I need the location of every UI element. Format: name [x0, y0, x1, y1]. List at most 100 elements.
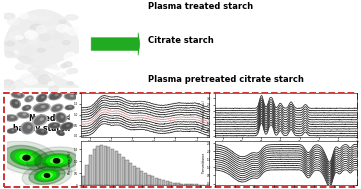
Bar — [166, 181, 169, 185]
Ellipse shape — [54, 124, 57, 125]
Ellipse shape — [24, 78, 37, 85]
Ellipse shape — [28, 66, 40, 72]
Bar — [158, 179, 161, 185]
Ellipse shape — [55, 30, 60, 33]
Bar — [129, 163, 132, 185]
Ellipse shape — [12, 100, 19, 107]
Ellipse shape — [23, 155, 30, 160]
Ellipse shape — [64, 53, 77, 62]
Ellipse shape — [27, 40, 38, 44]
Ellipse shape — [59, 20, 66, 24]
Bar — [86, 165, 89, 185]
Ellipse shape — [10, 149, 42, 166]
Ellipse shape — [46, 75, 51, 79]
Bar — [122, 157, 125, 185]
Ellipse shape — [3, 146, 49, 170]
Bar — [82, 176, 85, 185]
Bar — [136, 168, 140, 185]
Ellipse shape — [55, 113, 66, 122]
Ellipse shape — [11, 92, 24, 98]
Ellipse shape — [35, 169, 60, 182]
Ellipse shape — [33, 115, 47, 125]
Ellipse shape — [56, 73, 66, 77]
Ellipse shape — [36, 129, 47, 135]
Ellipse shape — [45, 77, 53, 81]
Ellipse shape — [60, 65, 65, 68]
Ellipse shape — [10, 99, 20, 108]
Ellipse shape — [25, 30, 38, 39]
Bar — [180, 184, 183, 185]
Ellipse shape — [49, 92, 62, 100]
Ellipse shape — [21, 122, 34, 134]
Ellipse shape — [36, 94, 47, 102]
Ellipse shape — [37, 48, 45, 52]
Ellipse shape — [12, 130, 14, 131]
Ellipse shape — [20, 154, 33, 161]
Ellipse shape — [15, 64, 25, 69]
Ellipse shape — [57, 114, 65, 122]
Bar — [151, 176, 154, 185]
Ellipse shape — [35, 116, 45, 124]
Ellipse shape — [48, 82, 54, 86]
Ellipse shape — [64, 62, 72, 67]
Ellipse shape — [15, 36, 23, 39]
Bar — [187, 184, 191, 185]
Ellipse shape — [3, 80, 13, 85]
Bar — [126, 160, 129, 185]
Y-axis label: Rel. area (%): Rel. area (%) — [68, 152, 72, 174]
Ellipse shape — [35, 151, 78, 171]
Ellipse shape — [24, 46, 35, 55]
Polygon shape — [4, 10, 79, 87]
Ellipse shape — [6, 39, 13, 44]
Ellipse shape — [67, 82, 74, 85]
Ellipse shape — [42, 173, 52, 178]
Ellipse shape — [53, 159, 60, 163]
Ellipse shape — [55, 94, 58, 96]
Ellipse shape — [7, 129, 17, 133]
Ellipse shape — [39, 75, 50, 84]
Bar — [147, 175, 151, 185]
Ellipse shape — [47, 12, 52, 17]
Bar — [184, 184, 187, 185]
Text: Plasma pretreated citrate starch: Plasma pretreated citrate starch — [148, 75, 304, 84]
Ellipse shape — [38, 95, 45, 101]
Ellipse shape — [17, 93, 20, 95]
Ellipse shape — [5, 41, 14, 46]
Ellipse shape — [44, 174, 50, 177]
Y-axis label: Rel. intensity (a.u.): Rel. intensity (a.u.) — [202, 101, 206, 129]
Ellipse shape — [50, 124, 59, 127]
Ellipse shape — [62, 124, 72, 129]
Ellipse shape — [57, 106, 60, 108]
Ellipse shape — [41, 106, 45, 108]
Ellipse shape — [39, 171, 56, 180]
X-axis label: Polydispersity index (μm/min): Polydispersity index (μm/min) — [123, 146, 168, 150]
Ellipse shape — [65, 15, 78, 20]
Bar — [195, 184, 198, 185]
Ellipse shape — [37, 130, 46, 134]
Ellipse shape — [13, 93, 23, 97]
Ellipse shape — [42, 96, 44, 98]
Bar — [100, 145, 103, 185]
Y-axis label: Transmittance: Transmittance — [202, 152, 206, 174]
Ellipse shape — [23, 114, 26, 115]
Ellipse shape — [64, 94, 77, 100]
Ellipse shape — [70, 95, 73, 97]
Ellipse shape — [28, 126, 31, 128]
Ellipse shape — [42, 154, 71, 168]
Ellipse shape — [29, 98, 31, 99]
Ellipse shape — [40, 16, 51, 21]
Ellipse shape — [25, 32, 35, 37]
Ellipse shape — [61, 123, 73, 130]
Bar — [93, 149, 96, 185]
Ellipse shape — [36, 26, 47, 33]
Ellipse shape — [65, 105, 74, 110]
Ellipse shape — [49, 86, 58, 92]
Ellipse shape — [23, 106, 30, 110]
Bar — [114, 151, 118, 185]
Ellipse shape — [62, 41, 70, 45]
Bar — [169, 182, 173, 185]
Ellipse shape — [40, 34, 50, 41]
Ellipse shape — [61, 64, 68, 68]
Text: Citrate starch: Citrate starch — [148, 36, 214, 46]
Ellipse shape — [54, 67, 59, 70]
